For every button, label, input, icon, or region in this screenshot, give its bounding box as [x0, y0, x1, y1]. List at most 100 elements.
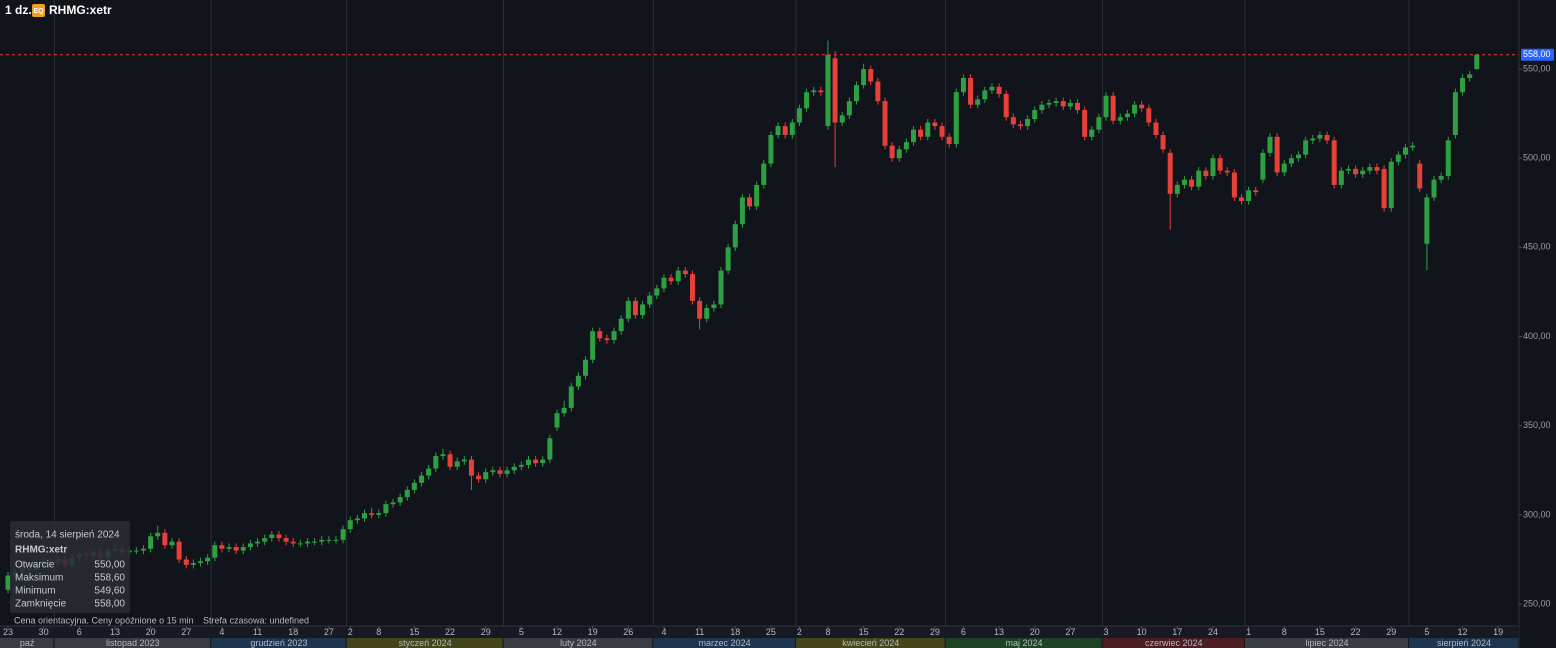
- candle-body: [889, 145, 895, 159]
- chart-title: RHMG:xetr: [49, 3, 112, 17]
- candle-body: [369, 513, 375, 515]
- month-band: [346, 638, 503, 648]
- month-label: luty 2024: [560, 638, 597, 648]
- candle-body: [376, 513, 382, 515]
- candle-body: [297, 543, 303, 545]
- candle-body: [347, 520, 353, 530]
- candle-body: [1196, 170, 1202, 187]
- candle-body: [483, 472, 489, 480]
- candle-body: [1338, 170, 1344, 185]
- x-tick-label: 1: [1246, 627, 1251, 637]
- x-tick-label: 27: [324, 627, 334, 637]
- candle-body: [689, 274, 695, 301]
- candle-body: [1445, 140, 1451, 177]
- exchange-badge: EQ: [33, 8, 44, 15]
- candle-body: [739, 197, 745, 225]
- candle-body: [169, 541, 175, 546]
- candle-body: [1167, 152, 1173, 194]
- x-tick-label: 29: [481, 627, 491, 637]
- candle-body: [1160, 135, 1166, 150]
- candle-body: [1210, 158, 1216, 177]
- candle-body: [768, 135, 774, 164]
- candle-body: [611, 331, 617, 341]
- candle-body: [1345, 168, 1351, 171]
- candle-body: [675, 270, 681, 282]
- x-tick-label: 25: [766, 627, 776, 637]
- candle-body: [1303, 140, 1309, 155]
- x-tick-label: 15: [1315, 627, 1325, 637]
- candle-body: [1117, 117, 1123, 121]
- candle-body: [1353, 168, 1359, 175]
- interval: 1 dz.: [5, 3, 32, 17]
- candle-body: [1075, 102, 1080, 111]
- candle-body: [198, 561, 204, 564]
- candle-body: [454, 461, 460, 467]
- candle-body: [1224, 170, 1230, 173]
- y-tick-label: 350,00: [1523, 420, 1551, 430]
- candle-body: [540, 459, 546, 464]
- candle-body: [590, 331, 596, 360]
- candle-body: [476, 475, 482, 480]
- candle-body: [875, 81, 881, 102]
- candle-body: [868, 69, 874, 82]
- month-label: listopad 2023: [106, 638, 160, 648]
- exchange-badge-bg: [32, 4, 45, 17]
- candle-body: [504, 470, 510, 474]
- candle-body: [960, 77, 966, 93]
- candle-body: [996, 86, 1002, 94]
- candle-body: [1132, 104, 1138, 114]
- candle-body: [640, 304, 646, 316]
- x-tick-label: 8: [825, 627, 830, 637]
- candle-body: [133, 550, 139, 552]
- candle-body: [1281, 163, 1287, 173]
- candle-body: [925, 122, 931, 137]
- candle-body: [811, 90, 817, 93]
- candle-body: [1246, 190, 1252, 201]
- x-tick-label: 26: [623, 627, 633, 637]
- candle-body: [1288, 158, 1294, 164]
- candle-body: [903, 142, 909, 150]
- month-band: [0, 638, 54, 648]
- axes: 250,00 300,00 350,00 400,00 450,00 500,00 550,…: [0, 48, 1554, 648]
- candle-body: [911, 129, 917, 143]
- candle-body: [461, 459, 467, 462]
- x-tick-label: 11: [253, 627, 262, 637]
- candle-body: [533, 459, 539, 464]
- candle-body: [661, 277, 667, 289]
- month-band: [653, 638, 795, 648]
- candle-body: [732, 224, 738, 248]
- x-tick-label: 10: [1137, 627, 1147, 637]
- candle-body: [839, 115, 845, 123]
- candle-body: [326, 539, 332, 541]
- candle-body: [1139, 104, 1145, 109]
- candle-body: [1203, 170, 1209, 177]
- candle-body: [5, 575, 11, 590]
- candle-body: [276, 534, 282, 539]
- candle-body: [1124, 113, 1130, 118]
- candle-body: [333, 539, 339, 541]
- x-tick-label: 6: [77, 627, 82, 637]
- candle-body: [1267, 136, 1273, 153]
- candle-body: [219, 545, 225, 549]
- y-tick-label: 550,00: [1523, 63, 1551, 73]
- candle-body: [283, 538, 289, 542]
- candle-body: [1452, 92, 1458, 136]
- candle-body: [140, 548, 146, 551]
- candle-body: [625, 300, 631, 319]
- candle-body: [932, 122, 938, 127]
- info-row-value: 549,60: [94, 586, 125, 597]
- candle-body: [433, 456, 439, 469]
- candle-body: [1053, 101, 1059, 103]
- candle-body: [240, 546, 246, 551]
- candle-body: [155, 532, 161, 537]
- candle-body: [1474, 54, 1480, 70]
- x-tick-label: 17: [1172, 627, 1182, 637]
- month-band: [211, 638, 346, 648]
- candle-body: [1310, 138, 1316, 141]
- month-band: [503, 638, 653, 648]
- x-tick-label: 18: [288, 627, 298, 637]
- candle-body: [1089, 129, 1095, 137]
- candle-body: [390, 502, 396, 505]
- candle-body: [212, 545, 218, 558]
